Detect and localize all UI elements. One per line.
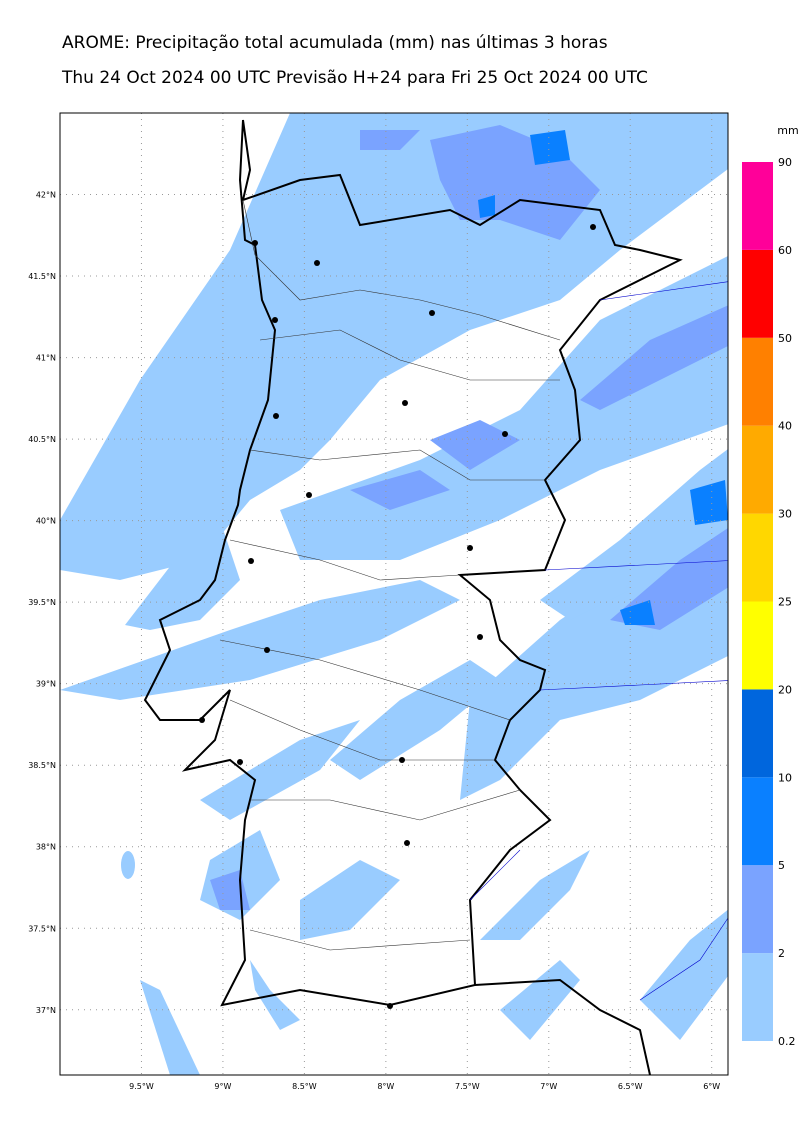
colorbar-bin (742, 249, 773, 338)
colorbar-bin (742, 425, 773, 514)
lon-tick-label: 6.5°W (618, 1082, 643, 1091)
colorbar-bin (742, 513, 773, 602)
colorbar-label: 50 (778, 332, 792, 345)
colorbar-label: 2 (778, 947, 785, 960)
lat-tick-label: 41.5°N (28, 272, 56, 281)
colorbar-label: 20 (778, 683, 792, 696)
lat-tick-label: 40°N (36, 517, 56, 526)
colorbar-label: 10 (778, 771, 792, 784)
colorbar-label: 5 (778, 859, 785, 872)
lon-tick-label: 9.5°W (129, 1082, 154, 1091)
colorbar-bin (742, 953, 773, 1041)
lon-tick-label: 7°W (540, 1082, 557, 1091)
graticule (60, 113, 728, 1075)
lon-tick-label: 8°W (377, 1082, 394, 1091)
colorbar-label: 0.2 (778, 1035, 796, 1048)
lat-tick-label: 37.5°N (28, 924, 56, 933)
lon-tick-label: 6°W (703, 1082, 720, 1091)
colorbar-label: 40 (778, 420, 792, 433)
title: AROME: Precipitação total acumulada (mm)… (62, 33, 608, 53)
lat-tick-label: 39.5°N (28, 598, 56, 607)
map-frame (59, 112, 729, 1076)
map-area (60, 113, 728, 1075)
colorbar-label: 60 (778, 244, 792, 257)
lat-tick-label: 38.5°N (28, 761, 56, 770)
lat-tick-label: 38°N (36, 843, 56, 852)
colorbar-bin (742, 689, 773, 778)
cities (199, 224, 596, 1009)
colorbar-bin (742, 601, 773, 690)
borders (143, 119, 728, 1075)
lon-tick-label: 8.5°W (292, 1082, 317, 1091)
lat-tick-label: 42°N (36, 191, 56, 200)
lon-tick-label: 7.5°W (455, 1082, 480, 1091)
colorbar-bin (742, 162, 773, 250)
colorbar-bin (742, 777, 773, 866)
lon-tick-label: 9°W (214, 1082, 231, 1091)
colorbar-label: 25 (778, 596, 792, 609)
subtitle: Thu 24 Oct 2024 00 UTC Previsão H+24 par… (61, 68, 648, 88)
lat-tick-label: 37°N (36, 1006, 56, 1015)
lat-tick-label: 40.5°N (28, 435, 56, 444)
colorbar-bin (742, 865, 773, 954)
lat-tick-label: 39°N (36, 680, 56, 689)
colorbar-unit: mm (777, 124, 798, 137)
colorbar-label: 30 (778, 508, 792, 521)
lat-tick-label: 41°N (36, 354, 56, 363)
colorbar-bin (742, 337, 773, 426)
colorbar-label: 90 (778, 156, 792, 169)
